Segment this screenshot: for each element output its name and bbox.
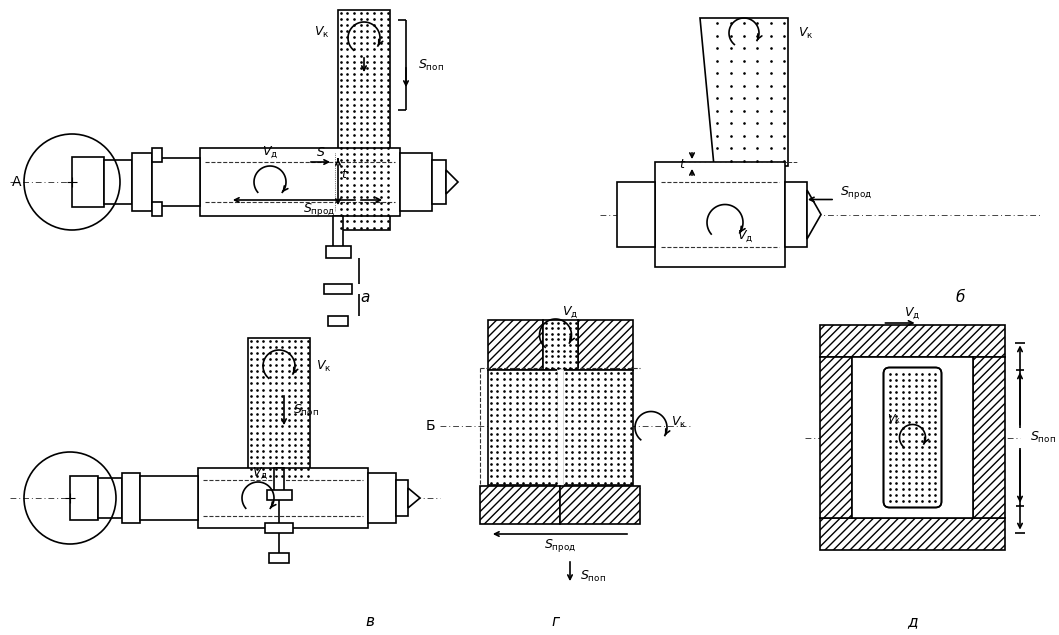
Text: t: t (679, 157, 684, 171)
Bar (820, 357, 852, 518)
Text: $V_{\rm д}$: $V_{\rm д}$ (737, 229, 753, 244)
Text: $V_{\rm д}$: $V_{\rm д}$ (262, 144, 279, 160)
Bar (852, 357, 973, 518)
Bar (98, 478, 122, 518)
Text: б: б (955, 290, 965, 305)
Bar (122, 473, 140, 523)
Bar (560, 486, 640, 524)
Text: t: t (342, 168, 346, 180)
Text: в: в (365, 615, 375, 629)
Bar (480, 486, 560, 524)
Bar (578, 320, 633, 370)
Bar (543, 320, 578, 370)
Bar (72, 157, 104, 207)
Bar (488, 320, 543, 370)
Bar (70, 476, 98, 520)
Text: $V_{\rm к}$: $V_{\rm к}$ (887, 413, 901, 426)
Bar (152, 158, 200, 206)
Polygon shape (807, 190, 821, 239)
Bar (132, 153, 152, 211)
Bar (104, 160, 132, 204)
Bar (152, 148, 162, 162)
Bar (267, 490, 292, 500)
Text: д: д (908, 615, 918, 629)
Bar (563, 370, 633, 485)
Bar (400, 153, 432, 211)
Bar (820, 325, 1005, 357)
Text: $S_{\rm прод}$: $S_{\rm прод}$ (303, 201, 335, 218)
Bar (617, 182, 656, 247)
Text: $S_{\rm прод}$: $S_{\rm прод}$ (544, 537, 576, 554)
Text: A: A (12, 175, 21, 189)
FancyBboxPatch shape (883, 368, 941, 507)
Bar (326, 246, 351, 258)
Bar (265, 523, 293, 533)
Bar (198, 468, 367, 528)
Text: $V_{\rm к}$: $V_{\rm к}$ (798, 25, 813, 41)
Bar (432, 160, 446, 204)
Text: $S_{\rm поп}$: $S_{\rm поп}$ (418, 57, 444, 72)
Bar (338, 10, 390, 230)
Bar (140, 476, 198, 520)
Text: а: а (360, 290, 370, 305)
Bar (488, 370, 558, 485)
Bar (558, 370, 563, 485)
Text: $V_{\rm д}$: $V_{\rm д}$ (562, 304, 578, 320)
Text: г: г (551, 615, 559, 629)
Bar (887, 371, 937, 504)
Text: $V_{\rm к}$: $V_{\rm к}$ (315, 25, 330, 39)
Text: Б: Б (426, 419, 435, 433)
Bar (973, 357, 1005, 518)
Text: $V_{\rm д}$: $V_{\rm д}$ (904, 305, 920, 321)
Text: $V_{\rm д}$: $V_{\rm д}$ (252, 465, 268, 481)
Bar (269, 553, 289, 563)
Bar (248, 338, 310, 478)
Bar (333, 216, 343, 251)
Bar (324, 284, 352, 294)
Text: $S_{\rm поп}$: $S_{\rm поп}$ (1030, 430, 1056, 445)
Bar (367, 473, 396, 523)
Bar (396, 480, 408, 516)
Bar (656, 162, 785, 267)
Bar (274, 468, 284, 493)
Bar (328, 316, 348, 326)
Polygon shape (446, 170, 457, 194)
Bar (200, 148, 400, 216)
Text: $V_{\rm к}$: $V_{\rm к}$ (671, 415, 686, 430)
Bar (785, 182, 807, 247)
Text: S: S (317, 145, 325, 159)
Text: $S_{\rm прод}$: $S_{\rm прод}$ (840, 184, 873, 201)
Polygon shape (408, 488, 420, 508)
Polygon shape (700, 18, 788, 166)
Bar (820, 518, 1005, 550)
Text: $S_{\rm поп}$: $S_{\rm поп}$ (293, 403, 319, 418)
Bar (152, 202, 162, 216)
Text: $V_{\rm к}$: $V_{\rm к}$ (316, 358, 331, 373)
Text: $S_{\rm поп}$: $S_{\rm поп}$ (580, 568, 606, 584)
